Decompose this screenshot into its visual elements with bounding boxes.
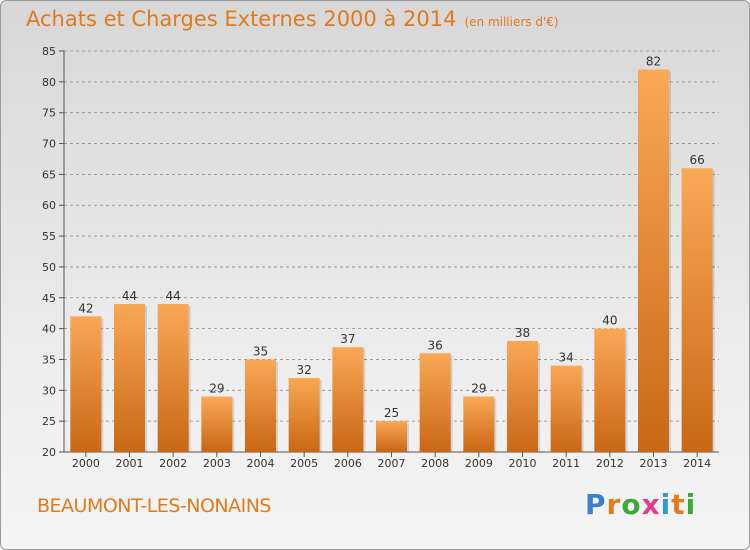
x-tick-label: 2004	[247, 457, 275, 470]
chart-unit: (en milliers d'€)	[464, 15, 559, 29]
bar	[463, 396, 495, 452]
bar	[245, 359, 276, 452]
y-tick-label: 75	[42, 107, 56, 120]
bar-value-label: 38	[515, 326, 530, 340]
logo-letter: o	[621, 488, 642, 521]
logo-letter: i	[685, 488, 697, 521]
y-tick-label: 35	[42, 353, 56, 366]
bar	[157, 303, 189, 452]
y-tick-label: 25	[42, 415, 56, 428]
bar	[332, 347, 364, 452]
bar-value-label: 44	[122, 289, 137, 303]
bar	[114, 303, 145, 452]
x-tick-label: 2003	[203, 457, 231, 470]
logo-letter: r	[606, 488, 622, 521]
y-tick-label: 65	[42, 168, 56, 181]
logo-letter: t	[671, 488, 686, 521]
chart-title: Achats et Charges Externes 2000 à 2014 (e…	[26, 7, 559, 31]
x-tick-label: 2000	[72, 457, 100, 470]
x-tick-label: 2010	[509, 457, 537, 470]
bar	[681, 168, 713, 452]
logo-letter: P	[585, 488, 607, 521]
bar-value-label: 37	[340, 332, 355, 346]
y-tick-label: 60	[42, 199, 56, 212]
y-tick-label: 80	[42, 76, 56, 89]
bar	[507, 340, 538, 452]
bar	[638, 69, 669, 452]
x-tick-label: 2007	[378, 457, 406, 470]
x-tick-label: 2014	[683, 457, 711, 470]
bar	[594, 328, 626, 452]
bar-value-label: 82	[646, 55, 661, 69]
y-tick-label: 85	[42, 45, 56, 58]
bar	[70, 316, 102, 452]
bars	[70, 69, 715, 452]
bar-value-label: 42	[78, 301, 93, 315]
bar-value-label: 36	[428, 338, 443, 352]
logo-letter: i	[660, 488, 672, 521]
y-tick-label: 55	[42, 230, 56, 243]
x-tick-label: 2001	[116, 457, 144, 470]
bar-value-label: 34	[559, 351, 574, 365]
bar-value-label: 44	[166, 289, 181, 303]
bar-value-label: 32	[297, 363, 312, 377]
bar	[376, 421, 407, 452]
bar	[550, 365, 582, 452]
x-tick-label: 2013	[640, 457, 668, 470]
bar-value-label: 66	[690, 153, 705, 167]
bar	[201, 396, 233, 452]
chart-title-text: Achats et Charges Externes 2000 à 2014	[26, 7, 457, 31]
x-tick-label: 2005	[290, 457, 318, 470]
proxiti-logo[interactable]: Proxiti	[585, 488, 696, 521]
bar-value-label: 35	[253, 344, 268, 358]
y-tick-label: 50	[42, 261, 56, 274]
x-tick-label: 2006	[334, 457, 362, 470]
x-tick-label: 2011	[552, 457, 580, 470]
commune-name: BEAUMONT-LES-NONAINS	[37, 495, 272, 517]
y-tick-label: 70	[42, 138, 56, 151]
y-tick-label: 20	[42, 446, 56, 459]
bar-value-label: 40	[602, 314, 617, 328]
x-tick-label: 2008	[421, 457, 449, 470]
bar-value-label: 29	[209, 381, 224, 395]
y-tick-label: 40	[42, 323, 56, 336]
logo-letter: x	[641, 488, 661, 521]
y-tick-label: 30	[42, 384, 56, 397]
labels: 20 25 30 35 40 45 50 55 60 65 70 75 80 85 42 2000 44 2001…	[42, 45, 711, 470]
bar	[288, 377, 320, 452]
bar	[419, 353, 451, 452]
x-tick-label: 2002	[159, 457, 187, 470]
x-tick-label: 2009	[465, 457, 493, 470]
y-tick-label: 45	[42, 292, 56, 305]
bar-value-label: 25	[384, 406, 399, 420]
x-tick-label: 2012	[596, 457, 624, 470]
bar-value-label: 29	[471, 381, 486, 395]
